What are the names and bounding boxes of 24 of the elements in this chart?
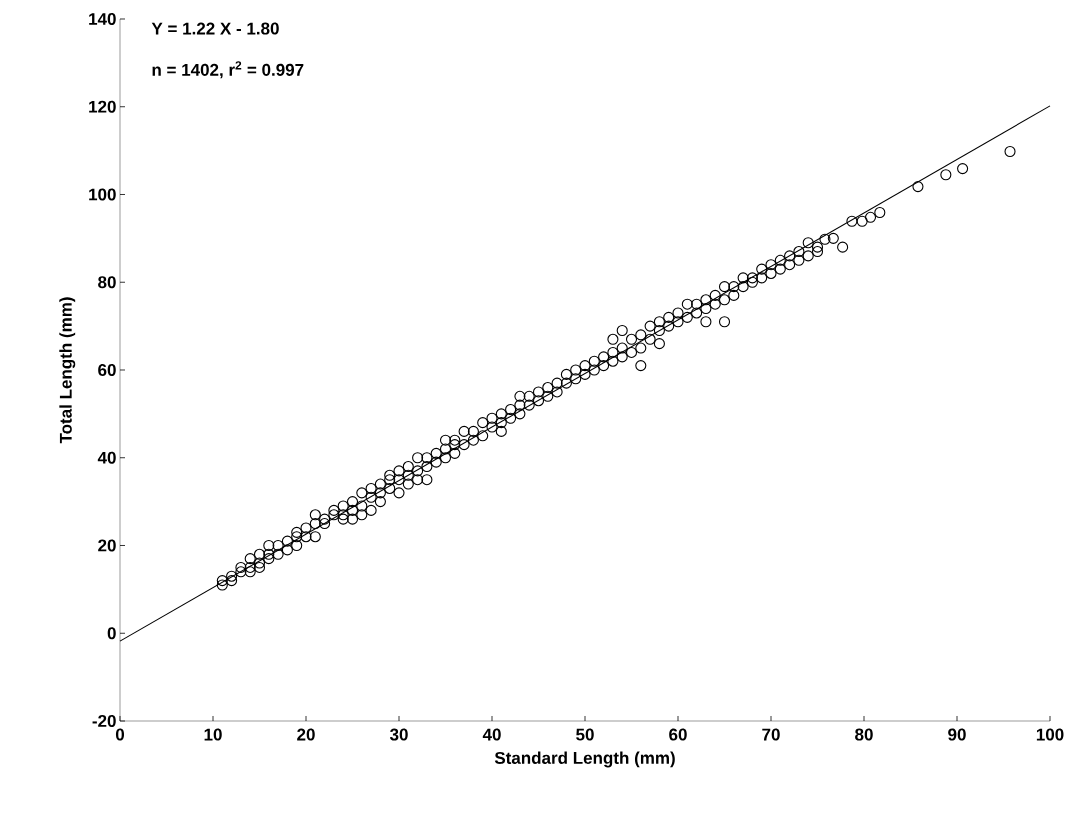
- x-tick-label: 30: [389, 728, 408, 741]
- y-tick-label: 80: [98, 276, 116, 289]
- annotation: Y = 1.22 X - 1.80: [151, 22, 279, 35]
- x-tick-label: 10: [204, 728, 222, 741]
- y-tick-label: 140: [89, 12, 116, 26]
- x-tick-label: 50: [576, 728, 594, 741]
- x-tick-label: 0: [115, 728, 125, 741]
- y-tick-label: 60: [98, 363, 116, 377]
- x-tick-label: 90: [948, 728, 966, 741]
- y-tick-label: 0: [107, 627, 116, 640]
- annotation: n = 1402, r$^{2}$ = 0.997: [152, 61, 304, 79]
- x-axis-title: Standard Length (mm): [494, 751, 675, 768]
- x-tick-label: 20: [297, 728, 315, 741]
- y-tick-label: -20: [92, 714, 116, 728]
- x-tick-label: 60: [669, 728, 687, 741]
- y-tick-label: 120: [89, 100, 116, 113]
- y-tick-label: 20: [98, 539, 116, 552]
- x-tick-label: 100: [1036, 728, 1064, 741]
- y-axis-title: Total Length (mm): [59, 297, 76, 444]
- x-tick-label: 40: [482, 728, 501, 741]
- x-tick-label: 70: [762, 728, 780, 741]
- x-tick-label: 80: [855, 728, 873, 741]
- y-tick-label: 40: [97, 451, 116, 464]
- y-tick-label: 100: [89, 188, 116, 201]
